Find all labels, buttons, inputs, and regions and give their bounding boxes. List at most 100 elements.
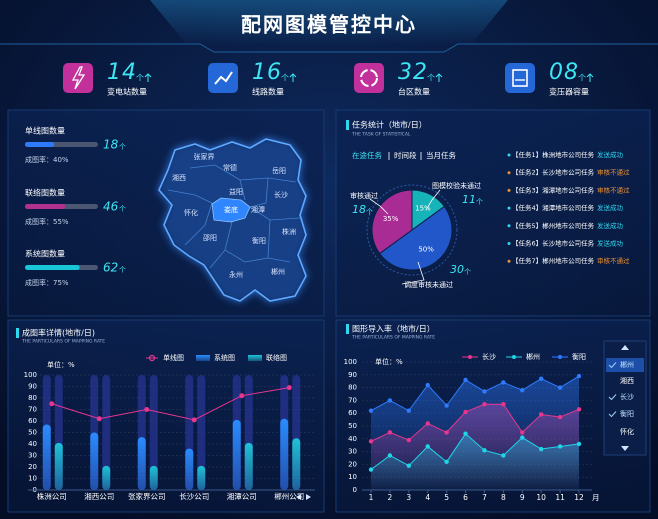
task-name: 【任务7】郴州地市公司任务 <box>512 256 595 265</box>
kpi-unit: 个 <box>427 74 435 83</box>
line-point <box>425 444 430 449</box>
y-tick-label: 30 <box>28 452 37 460</box>
unit-label: 单位：% <box>47 360 75 369</box>
line-point <box>576 373 582 379</box>
progress-bar <box>25 142 55 147</box>
x-tick-label: 7 <box>482 493 487 502</box>
kpi-label: 变压器容量 <box>549 87 589 97</box>
kpi-icon <box>512 69 528 87</box>
kpi-arrow <box>289 73 297 82</box>
map-label: 常德 <box>223 163 237 172</box>
line-point <box>557 414 563 420</box>
map-label: 衡阳 <box>252 236 266 245</box>
kpi-arrow <box>435 73 443 82</box>
map-label: 娄底 <box>224 205 238 214</box>
task-status: 审核不通过 <box>597 185 630 194</box>
title-accent <box>346 324 349 334</box>
task-name: 【任务3】湘潭地市公司任务 <box>512 185 595 194</box>
x-tick-label: 9 <box>520 493 525 502</box>
task-bullet <box>507 259 511 263</box>
filter-check <box>608 411 617 418</box>
map-label: 郴州 <box>271 267 285 276</box>
y-tick-label: 10 <box>348 473 357 481</box>
progress-bar <box>25 204 66 209</box>
kpi-label: 台区数量 <box>398 87 430 97</box>
map-label: 永州 <box>229 270 243 279</box>
kpi-value: 32 <box>398 60 428 85</box>
filter-label[interactable]: 衡阳 <box>620 409 634 418</box>
count-name: 联络图数量 <box>25 188 65 198</box>
x-tick-label: 5 <box>444 493 449 502</box>
task-status: 发送成功 <box>597 221 624 230</box>
line-point <box>463 431 468 436</box>
rate-value: 75% <box>53 279 69 287</box>
pager-prev[interactable] <box>296 494 301 500</box>
map-region-selected <box>211 197 251 223</box>
kpi-icon <box>214 71 233 85</box>
tab[interactable]: 时间段 <box>394 150 417 160</box>
y-tick-label: 70 <box>28 406 37 414</box>
line <box>370 375 580 412</box>
map-label: 邵阳 <box>203 233 217 242</box>
line-point <box>538 446 544 452</box>
pie-count: 30 <box>450 263 464 276</box>
bar <box>102 465 111 490</box>
line-point <box>425 421 430 426</box>
scroll-up[interactable] <box>621 345 629 350</box>
filter-label[interactable]: 长沙 <box>620 392 634 401</box>
line-point <box>520 430 525 435</box>
line-point <box>482 389 487 394</box>
map-label: 岳阳 <box>272 166 286 175</box>
y-tick-label: 20 <box>348 460 357 468</box>
count-value: 46 <box>103 200 119 214</box>
x-tick-label: 郴州公司 <box>274 492 304 501</box>
line-point <box>482 448 487 453</box>
area <box>371 376 579 490</box>
scroll-down[interactable] <box>621 446 629 451</box>
tab[interactable]: 当月任务 <box>426 150 456 160</box>
task-name: 【任务5】郴州地市公司任务 <box>512 221 595 230</box>
kpi-unit: 个 <box>281 74 289 83</box>
pie-ring <box>366 184 458 276</box>
legend-label: 郴州 <box>526 352 540 361</box>
rate-label: 成图率： <box>25 217 53 226</box>
pie-count-unit: 个 <box>464 268 471 276</box>
pie-slice <box>378 205 453 271</box>
tab[interactable]: 在途任务 <box>352 150 382 160</box>
bar <box>292 438 301 490</box>
legend-marker <box>512 355 516 359</box>
legend-label: 联络图 <box>266 353 287 362</box>
count-unit: 个 <box>119 143 126 151</box>
map-label: 怀化 <box>184 208 198 217</box>
x-tick-label: 3 <box>406 493 411 502</box>
filter-label[interactable]: 湘西 <box>620 376 634 385</box>
kpi-unit: 个 <box>136 74 144 83</box>
filter-check <box>608 362 617 369</box>
y-tick-label: 80 <box>348 384 357 392</box>
bar <box>244 442 253 490</box>
pie-count: 11 <box>462 193 476 206</box>
task-name: 【任务4】湘潭地市公司任务 <box>512 203 595 212</box>
kpi-value: 14 <box>107 60 137 85</box>
task-name: 【任务1】株洲地市公司任务 <box>512 150 595 159</box>
y-tick-label: 80 <box>28 394 37 402</box>
task-bullet <box>507 206 511 210</box>
bar <box>232 419 241 490</box>
unit-label: 单位：% <box>375 357 403 366</box>
line-point <box>463 409 468 415</box>
line-point <box>444 459 449 465</box>
title-accent <box>16 328 19 338</box>
task-status: 审核不通过 <box>597 168 630 177</box>
line-point <box>368 467 374 472</box>
line-point <box>444 430 449 435</box>
kpi-icon-box <box>505 63 535 93</box>
legend-label: 系统图 <box>214 353 235 362</box>
task-status: 审核不通过 <box>597 256 630 265</box>
pager-next[interactable] <box>306 494 311 500</box>
line-point <box>368 439 374 444</box>
line-point <box>387 398 393 403</box>
filter-label[interactable]: 郴州 <box>620 360 634 369</box>
filter-label[interactable]: 怀化 <box>620 427 634 436</box>
line-point <box>406 408 412 413</box>
